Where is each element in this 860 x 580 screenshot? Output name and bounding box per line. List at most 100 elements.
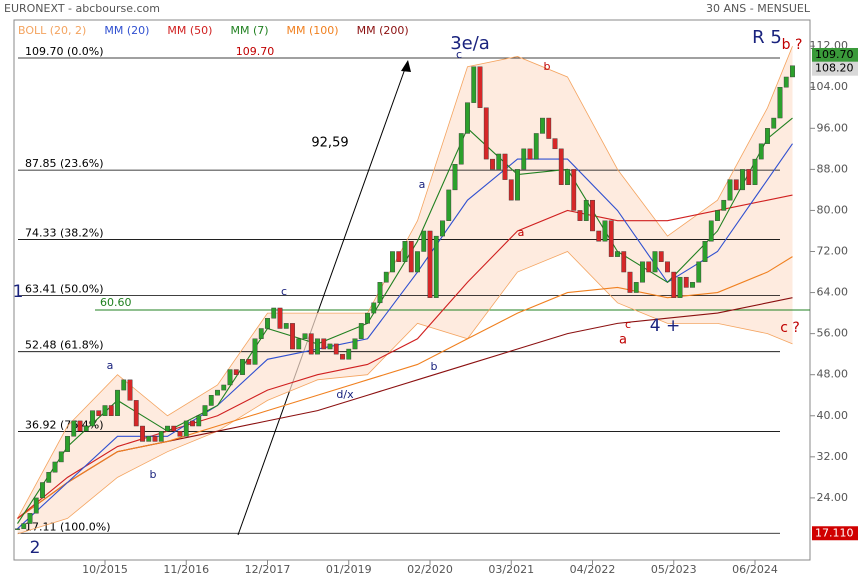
candle [277,307,283,329]
candle [390,251,395,273]
support-label: 60.60 [100,296,132,309]
candle [746,169,752,185]
candle [408,241,414,273]
candle [208,395,214,406]
source: EURONEXT - abcbourse.com [4,2,160,15]
candle [496,153,502,170]
candle [333,343,339,355]
candle [740,169,745,191]
candle [490,158,495,170]
price-tag-label: 109.70 [815,48,854,61]
candle [465,102,470,134]
candle [358,323,364,339]
candle [608,220,614,257]
wave-label: b [150,468,157,481]
candle [527,148,533,160]
candle [365,312,370,324]
fib-label: 63.41 (50.0%) [25,283,104,296]
candle [402,241,408,262]
candle [352,338,358,350]
candle [427,230,433,298]
fib-label: 74.33 (38.2%) [25,227,104,240]
y-tick-label: 64.00 [817,286,849,299]
candle [252,338,258,365]
candle [271,307,277,319]
x-tick-label: 11/2016 [163,563,209,576]
candle [590,199,595,232]
candle [146,436,152,442]
indicator-line [17,46,793,519]
x-tick-label: 05/2023 [651,563,697,576]
wave-label: c ? [780,320,800,336]
fib-label: 52.48 (61.8%) [25,339,104,352]
x-tick-label: 04/2022 [570,563,616,576]
price-tag [812,526,858,541]
candle [702,241,708,262]
candle [71,420,77,437]
candle [602,220,608,242]
top-mark-label: 109.70 [236,45,275,58]
candle [202,405,208,416]
candle [790,65,795,78]
candle [440,220,445,237]
candle [227,369,233,386]
candle [552,138,558,150]
candle [446,189,452,221]
candle [240,359,245,375]
candle [40,482,45,499]
candle [471,66,477,103]
candle [627,271,633,293]
candle [502,153,508,180]
candle [83,425,89,432]
legend-item: BOLL (20, 2) [18,24,86,37]
candle [140,425,145,442]
x-tick-label: 01/2019 [326,563,372,576]
bollinger-band [17,46,793,534]
candle [183,420,189,437]
candle [33,497,39,514]
candle [546,117,552,139]
candle [658,251,664,262]
candle [296,338,302,350]
candle [258,328,264,339]
candle [65,436,70,452]
y-tick-label: 80.00 [817,203,849,216]
candle [58,451,64,463]
legend-item: MM (20) [104,24,149,37]
candle [371,302,377,314]
legend-item: MM (200) [357,24,409,37]
candle [383,271,389,283]
candle [733,179,739,191]
wave-label: b ? [782,37,803,53]
candle [515,169,520,201]
y-tick-label: 48.00 [817,368,849,381]
indicator-line [17,117,793,524]
candle [46,472,52,483]
candle [621,251,627,273]
candle [415,251,420,273]
candle [121,379,127,391]
wave-label: c [625,318,631,331]
candle [133,400,139,427]
candle [652,251,658,273]
candle [521,148,527,170]
candle [540,117,545,134]
candle [696,261,702,283]
candle [327,343,333,350]
candle [315,338,320,355]
candle [477,66,483,108]
candle [615,251,620,257]
y-tick-label: 72.00 [817,245,849,258]
candle [665,261,670,273]
y-tick-label: 104.00 [810,80,849,93]
candle [508,179,514,201]
candle [265,318,270,329]
fib-label: 17.11 (100.0%) [25,520,111,533]
candle [377,282,383,304]
candle [721,199,727,211]
candle [102,405,108,416]
x-tick-label: 12/2017 [245,563,291,576]
candle [346,348,352,360]
wave-label: a [107,359,114,372]
